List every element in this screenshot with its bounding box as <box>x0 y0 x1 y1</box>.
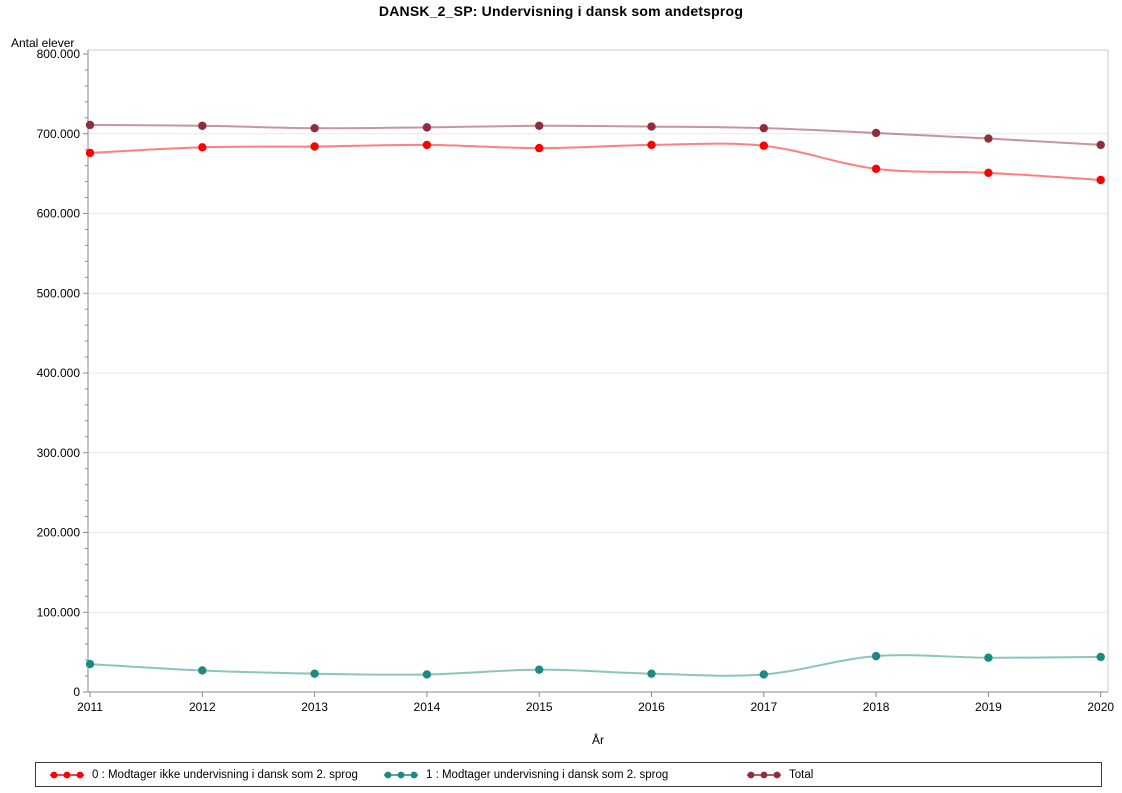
svg-text:2020: 2020 <box>1087 700 1114 714</box>
svg-text:800.000: 800.000 <box>37 47 81 61</box>
legend-marker-line-icon <box>747 771 781 778</box>
svg-text:400.000: 400.000 <box>37 366 81 380</box>
plot-area: 0 100.000 200.000 300.000 400.000 500.000 600.… <box>37 47 1115 714</box>
legend-marker-line-icon <box>50 771 84 778</box>
legend-marker-line-icon <box>384 771 418 778</box>
legend: 0 : Modtager ikke undervisning i dansk s… <box>35 762 1102 787</box>
legend-entry-series-2: Total <box>746 763 813 786</box>
svg-text:2018: 2018 <box>863 700 890 714</box>
chart-title: DANSK_2_SP: Undervisning i dansk som and… <box>378 3 744 19</box>
legend-label-series-1: 1 : Modtager undervisning i dansk som 2.… <box>426 768 669 781</box>
legend-entry-series-1: 1 : Modtager undervisning i dansk som 2.… <box>383 763 668 786</box>
svg-text:700.000: 700.000 <box>37 127 81 141</box>
svg-text:100.000: 100.000 <box>37 605 81 619</box>
x-axis-title: År <box>592 733 604 747</box>
legend-label-series-0: 0 : Modtager ikke undervisning i dansk s… <box>92 768 358 781</box>
svg-text:0: 0 <box>73 685 80 699</box>
svg-text:2019: 2019 <box>975 700 1002 714</box>
svg-text:2016: 2016 <box>638 700 665 714</box>
legend-entry-series-0: 0 : Modtager ikke undervisning i dansk s… <box>49 763 358 786</box>
svg-text:600.000: 600.000 <box>37 207 81 221</box>
svg-text:200.000: 200.000 <box>37 526 81 540</box>
svg-text:2012: 2012 <box>189 700 216 714</box>
svg-text:2014: 2014 <box>414 700 441 714</box>
svg-text:2013: 2013 <box>301 700 328 714</box>
y-axis-title: Antal elever <box>11 36 75 50</box>
svg-text:2011: 2011 <box>77 700 103 714</box>
svg-text:2015: 2015 <box>526 700 553 714</box>
svg-text:500.000: 500.000 <box>37 286 81 300</box>
svg-text:300.000: 300.000 <box>37 446 81 460</box>
svg-text:2017: 2017 <box>750 700 777 714</box>
legend-label-series-2: Total <box>789 768 814 781</box>
